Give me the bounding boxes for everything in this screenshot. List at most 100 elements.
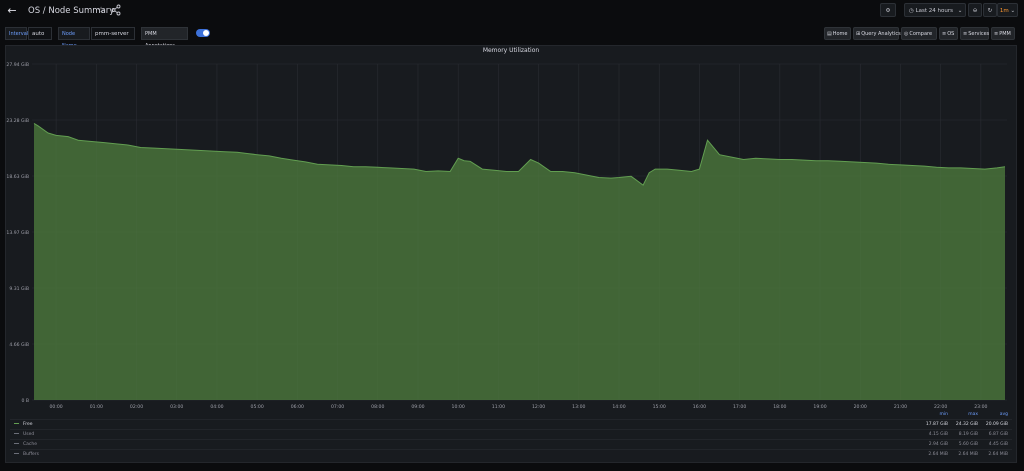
legend-swatch [14,423,19,424]
x-tick-label: 17:00 [733,404,746,410]
legend-value: 6.87 GiB [988,432,1008,437]
x-tick-label: 10:00 [452,404,465,410]
link-query-analytics-label: Query Analytics [861,31,901,37]
arrow-left-icon[interactable]: ← [7,4,17,17]
x-tick-label: 03:00 [170,404,183,410]
x-tick-label: 11:00 [492,404,505,410]
legend-row-used[interactable]: Used [14,430,34,439]
y-tick-label: 13.97 GiB [6,230,29,236]
series-free-area [34,123,1005,401]
share-icon[interactable] [111,4,121,16]
link-services[interactable]: ≡Services [960,27,989,40]
chevron-down-icon: ⌄ [1010,8,1016,14]
gear-icon: ⚙ [885,8,891,14]
legend-header-avg[interactable]: avg [999,412,1008,417]
legend-header-min[interactable]: min [939,412,949,417]
dashboard-title[interactable]: OS / Node Summary [28,6,115,16]
document-icon: ▤ [827,31,832,37]
interval-label: Interval [5,27,28,40]
link-pmm-label: PMM [999,31,1011,37]
node-name-value: pmm-server [95,31,129,37]
y-tick-label: 23.28 GiB [6,118,29,124]
y-tick-label: 4.66 GiB [9,342,29,348]
legend-header-max[interactable]: max [968,412,978,417]
apps-icon: ⊞ [856,31,861,37]
legend-swatch [14,453,19,454]
legend-row-cache[interactable]: Cache [14,440,37,449]
refresh-interval-picker[interactable]: 1m ⌄ [997,3,1018,17]
memory-utilization-chart[interactable]: 0 B 4.66 GiB 9.31 GiB 13.97 GiB 18.63 GiB 23.… [6,58,1016,426]
link-os-label: OS [947,31,955,37]
top-navbar: ← OS / Node Summary ☆ ⚙ ◷ Last 24 hours … [0,0,1024,22]
node-name-label: Node Name [58,27,90,49]
x-tick-label: 23:00 [974,404,987,410]
legend-swatch [14,433,19,434]
time-range-label: Last 24 hours [915,8,953,14]
bars-icon: ≡ [963,31,968,37]
legend-value: 2.64 MiB [958,452,978,457]
link-os[interactable]: ≡OS [939,27,958,40]
x-tick-label: 12:00 [532,404,545,410]
refresh-icon: ↻ [987,8,993,14]
legend-series-name: Free [23,422,33,427]
legend-value: 2.64 MiB [988,452,1008,457]
legend-value: 8.19 GiB [958,432,978,437]
compass-icon: ◎ [904,31,909,37]
legend-value: 20.09 GiB [985,422,1008,427]
node-name-select[interactable]: pmm-server ⌄ [91,27,135,49]
refresh-button[interactable]: ↻ [983,3,997,17]
x-tick-label: 02:00 [130,404,143,410]
time-range-picker[interactable]: ◷ Last 24 hours ⌄ [904,3,966,17]
link-compare[interactable]: ◎Compare [901,27,937,40]
legend-value: 2.64 MiB [928,452,948,457]
variables-bar: Interval auto ⌄ Node Name pmm-server ⌄ P… [0,27,1024,49]
series-free-line [33,122,1006,186]
legend-value: 24.32 GiB [955,422,978,427]
link-compare-label: Compare [909,31,933,37]
annotations-toggle[interactable] [196,29,210,37]
link-services-label: Services [968,31,990,37]
link-home[interactable]: ▤Home [824,27,851,40]
panel-title[interactable]: Memory Utilization [482,47,540,54]
bars-icon: ≡ [942,31,947,37]
zoom-out-button[interactable]: ⊖ [968,3,982,17]
pmm-annotations-label: PMM Annotations [141,27,188,49]
x-axis: 00:00 01:00 02:00 03:00 04:00 05:00 06:00 07:00… [49,404,987,410]
legend-series-name: Buffers [23,452,40,457]
legend-value: 4.45 GiB [988,442,1008,447]
legend-row-buffers[interactable]: Buffers [14,450,39,459]
x-tick-label: 18:00 [773,404,786,410]
x-tick-label: 08:00 [371,404,384,410]
memory-utilization-panel: Memory Utilization 0 B 4.66 GiB 9.31 GiB 13… [5,45,1017,463]
x-tick-label: 01:00 [90,404,103,410]
x-tick-label: 22:00 [934,404,947,410]
clock-icon: ◷ [909,8,914,14]
x-tick-label: 09:00 [411,404,424,410]
legend-swatch [14,443,19,444]
interval-select[interactable]: auto ⌄ [28,27,52,49]
x-tick-label: 20:00 [854,404,867,410]
x-tick-label: 06:00 [291,404,304,410]
x-tick-label: 21:00 [894,404,907,410]
x-tick-label: 19:00 [813,404,826,410]
link-pmm[interactable]: ≡PMM [991,27,1015,40]
chart-series-area [33,122,1006,401]
legend-divider [10,449,1012,450]
link-query-analytics[interactable]: ⊞Query Analytics [853,27,901,40]
legend-value: 17.87 GiB [925,422,948,427]
legend-series-name: Used [23,432,35,437]
y-tick-label: 0 B [21,398,29,404]
legend-value: 5.60 GiB [958,442,978,447]
x-tick-label: 13:00 [572,404,585,410]
chevron-down-icon: ⌄ [957,8,963,14]
legend-row-free[interactable]: Free [14,420,33,429]
zoom-out-icon: ⊖ [972,8,978,14]
y-tick-label: 27.94 GiB [6,62,29,68]
bars-icon: ≡ [994,31,999,37]
star-icon[interactable]: ☆ [97,6,106,16]
x-tick-label: 15:00 [653,404,666,410]
y-tick-label: 9.31 GiB [9,286,29,292]
settings-button[interactable]: ⚙ [880,3,896,17]
refresh-interval-label: 1m [999,8,1009,14]
y-tick-label: 18.63 GiB [6,174,29,180]
